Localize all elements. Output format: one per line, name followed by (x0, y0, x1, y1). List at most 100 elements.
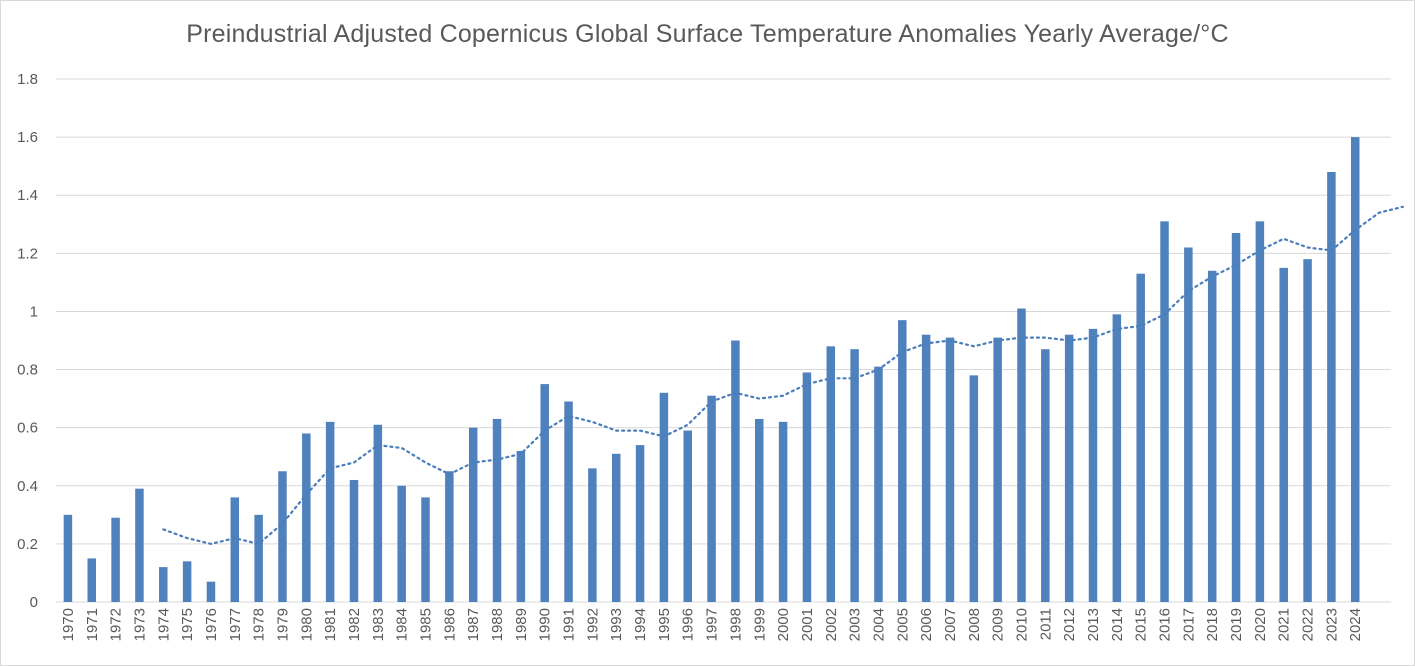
x-tick-label: 1995 (656, 608, 673, 641)
x-tick-label: 1992 (584, 608, 601, 641)
bar (254, 514, 263, 602)
x-tick-label: 2022 (1300, 608, 1317, 641)
bar (802, 372, 812, 602)
bar (635, 445, 645, 602)
bar (683, 430, 692, 602)
bar (755, 418, 764, 602)
x-tick-label: 1985 (418, 608, 435, 641)
x-tick-label: 2011 (1037, 608, 1054, 640)
y-tick-label: 0.4 (17, 478, 38, 495)
x-tick-label: 1990 (537, 608, 554, 641)
x-tick-label: 1981 (322, 608, 339, 641)
x-axis-ticks: 1970 1971 1972 1973 1974 1975 1976 1977 1978 1979… (60, 608, 1364, 641)
bar (1017, 308, 1026, 602)
x-tick-label: 2013 (1085, 608, 1102, 641)
x-tick-label: 1986 (441, 608, 458, 641)
x-tick-label: 1980 (298, 608, 315, 641)
bar (278, 471, 287, 602)
x-tick-label: 2008 (966, 608, 983, 641)
x-tick-label: 2021 (1276, 608, 1293, 641)
x-tick-label: 1974 (155, 608, 172, 641)
x-tick-label: 1972 (108, 608, 125, 641)
x-tick-label: 2010 (1013, 608, 1030, 641)
bar (1064, 334, 1074, 602)
x-tick-label: 2005 (894, 608, 911, 641)
bar (969, 375, 979, 602)
x-tick-label: 1988 (489, 608, 506, 641)
bar (397, 485, 406, 602)
y-tick-label: 0.8 (17, 362, 38, 379)
bar (492, 418, 502, 602)
trendline (162, 205, 1405, 546)
x-tick-label: 1976 (203, 608, 220, 641)
bar (1350, 137, 1360, 602)
x-tick-label: 1984 (394, 608, 411, 641)
bar (230, 497, 240, 602)
bar (945, 337, 955, 602)
bar (898, 320, 907, 602)
bar (1160, 221, 1169, 602)
y-tick-label: 1.2 (17, 245, 38, 262)
x-tick-label: 1989 (513, 608, 530, 641)
bar (993, 337, 1002, 602)
bar (659, 392, 669, 602)
bar (778, 421, 788, 602)
bar (63, 514, 73, 602)
x-tick-label: 1970 (60, 608, 77, 641)
bar (159, 567, 168, 602)
bar (182, 561, 192, 602)
bar (1088, 328, 1098, 602)
bar (540, 384, 549, 602)
x-tick-label: 2000 (775, 608, 792, 641)
y-axis-ticks: 0 0.2 0.4 0.6 0.8 1 1.2 1.4 1.6 1.8 (17, 71, 38, 611)
x-tick-label: 1971 (84, 608, 101, 641)
y-tick-label: 1.4 (17, 187, 38, 204)
y-tick-label: 0 (30, 594, 38, 611)
x-tick-label: 2007 (942, 608, 959, 641)
bar (87, 558, 97, 602)
x-tick-label: 2017 (1180, 608, 1197, 641)
bar (1112, 314, 1122, 602)
x-tick-label: 2012 (1061, 608, 1078, 641)
bar (1231, 232, 1241, 602)
x-tick-label: 1982 (346, 608, 363, 641)
bar (1041, 349, 1050, 602)
bar (1136, 273, 1145, 602)
x-tick-label: 2014 (1109, 608, 1126, 641)
bar (564, 401, 573, 602)
x-tick-label: 1977 (227, 608, 244, 641)
bar (206, 581, 216, 602)
bar (1255, 221, 1265, 602)
bar (373, 424, 383, 602)
x-tick-label: 2023 (1323, 608, 1340, 641)
x-tick-label: 2018 (1204, 608, 1221, 641)
x-tick-label: 2006 (918, 608, 935, 641)
x-tick-label: 2024 (1347, 608, 1364, 641)
x-tick-label: 1994 (632, 608, 649, 641)
x-tick-label: 1998 (727, 608, 744, 641)
bar (850, 349, 859, 602)
bar (111, 517, 120, 602)
x-tick-label: 2004 (870, 608, 887, 641)
bar (1184, 247, 1193, 602)
x-tick-label: 2020 (1252, 608, 1269, 641)
x-tick-label: 1997 (704, 608, 721, 641)
bar (921, 334, 931, 602)
bar (325, 421, 335, 602)
x-tick-label: 1983 (370, 608, 387, 641)
y-tick-label: 1.8 (17, 71, 38, 88)
bar (421, 497, 430, 602)
bar (349, 479, 359, 602)
x-tick-label: 1993 (608, 608, 625, 641)
y-tick-label: 0.2 (17, 536, 38, 553)
x-tick-label: 2001 (799, 608, 816, 641)
x-tick-label: 1999 (751, 608, 768, 641)
x-tick-label: 1991 (561, 608, 578, 641)
y-tick-label: 1.6 (17, 129, 38, 146)
x-tick-label: 1978 (251, 608, 268, 641)
bar (445, 471, 454, 602)
bar (1279, 267, 1288, 602)
bar (516, 450, 526, 602)
x-tick-label: 1996 (680, 608, 697, 641)
